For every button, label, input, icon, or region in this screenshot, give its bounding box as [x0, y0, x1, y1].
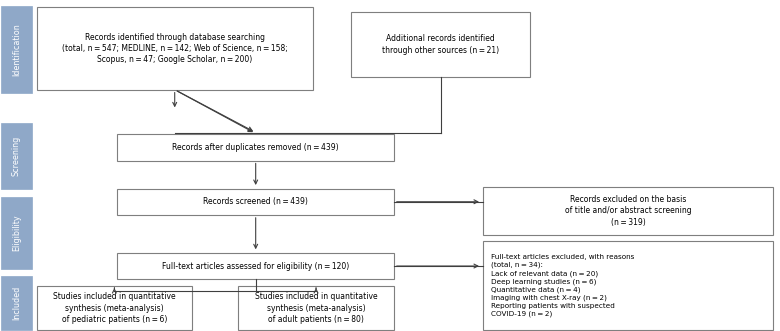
Bar [37, 286, 192, 330]
Bar [1, 276, 32, 330]
Text: Included: Included [12, 286, 21, 320]
Text: Identification: Identification [12, 23, 21, 76]
Bar [37, 7, 313, 90]
Bar [484, 241, 773, 330]
Text: Studies included in quantitative
synthesis (meta-analysis)
of adult patients (n : Studies included in quantitative synthes… [255, 292, 378, 324]
Bar [484, 187, 773, 235]
Text: Additional records identified
through other sources (n = 21): Additional records identified through ot… [382, 34, 499, 55]
Text: Screening: Screening [12, 135, 21, 176]
Bar [351, 12, 530, 76]
Text: Eligibility: Eligibility [12, 215, 21, 251]
Bar [118, 189, 394, 215]
Text: Full-text articles assessed for eligibility (n = 120): Full-text articles assessed for eligibil… [162, 261, 349, 270]
Bar [1, 197, 32, 269]
Text: Studies included in quantitative
synthesis (meta-analysis)
of pediatric patients: Studies included in quantitative synthes… [53, 292, 176, 324]
Text: Records excluded on the basis
of title and/or abstract screening
(n = 319): Records excluded on the basis of title a… [565, 195, 692, 227]
Text: Records identified through database searching
(total, n = 547; MEDLINE, n = 142;: Records identified through database sear… [62, 32, 288, 65]
Bar [238, 286, 394, 330]
Bar [1, 6, 32, 93]
Text: Records after duplicates removed (n = 439): Records after duplicates removed (n = 43… [172, 143, 339, 152]
Bar [118, 253, 394, 279]
Bar [118, 134, 394, 161]
Text: Full-text articles excluded, with reasons
(total, n = 34):
Lack of relevant data: Full-text articles excluded, with reason… [491, 254, 635, 317]
Text: Records screened (n = 439): Records screened (n = 439) [204, 197, 308, 206]
Bar [1, 123, 32, 189]
